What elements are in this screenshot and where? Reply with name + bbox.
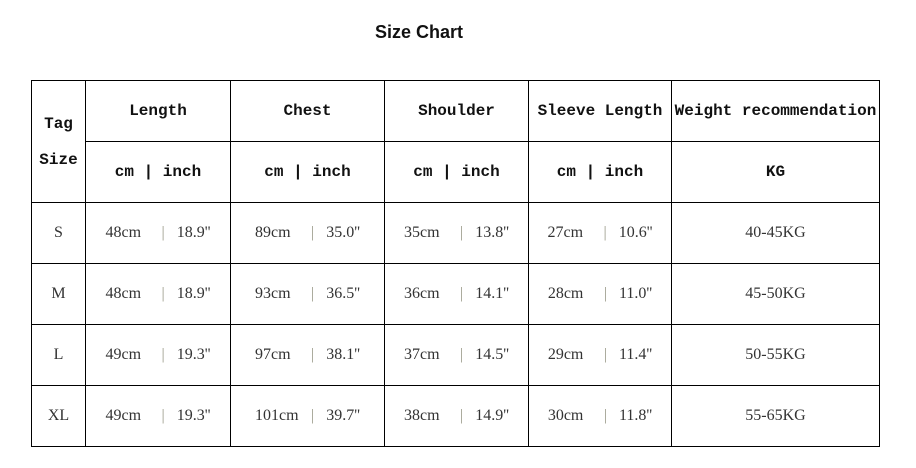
inch-value: 11.4'': [619, 346, 653, 363]
inch-value: 18.9'': [176, 285, 211, 302]
weight-cell: 55-65KG: [671, 385, 880, 447]
cm-value: 29cm: [547, 346, 584, 363]
measurement-cell: 37cm | 14.5'': [384, 324, 529, 386]
inch-value: 14.1'': [475, 285, 509, 302]
measurement-cell: 89cm | 35.0'': [230, 202, 385, 264]
divider: |: [311, 224, 315, 241]
size-cell: S: [31, 202, 86, 264]
divider: |: [603, 346, 608, 363]
inch-value: 19.3'': [176, 407, 211, 424]
inch-value: 18.9'': [176, 224, 211, 241]
measurement-cell: 48cm | 18.9'': [85, 202, 231, 264]
measurement-cell: 101cm | 39.7'': [230, 385, 385, 447]
inch-value: 14.9'': [475, 407, 509, 424]
divider: |: [161, 407, 165, 424]
unit-header: cm | inch: [384, 141, 529, 203]
inch-value: 38.1'': [326, 346, 360, 363]
inch-value: 13.8'': [475, 224, 509, 241]
measurement-cell: 28cm | 11.0'': [528, 263, 672, 325]
table-row: S 48cm | 18.9'' 89cm | 35.0'' 35cm | 13.8'' 27cm | 1…: [31, 202, 880, 264]
size-cell: L: [31, 324, 86, 386]
table-row: L 49cm | 19.3'' 97cm | 38.1'' 37cm | 14.5'' 29cm | 1…: [31, 324, 880, 386]
cm-value: 49cm: [105, 407, 142, 424]
measurement-cell: 97cm | 38.1'': [230, 324, 385, 386]
unit-header: KG: [671, 141, 880, 203]
unit-header: cm | inch: [230, 141, 385, 203]
cm-value: 89cm: [255, 224, 291, 241]
size-cell: M: [31, 263, 86, 325]
divider: |: [161, 285, 165, 302]
cm-value: 36cm: [404, 285, 440, 302]
divider: |: [460, 224, 464, 241]
cm-value: 38cm: [404, 407, 440, 424]
cm-value: 93cm: [255, 285, 291, 302]
divider: |: [161, 224, 165, 241]
divider: |: [161, 346, 165, 363]
measurement-cell: 49cm | 19.3'': [85, 385, 231, 447]
divider: |: [311, 285, 315, 302]
measurement-cell: 27cm | 10.6'': [528, 202, 672, 264]
inch-value: 10.6'': [618, 224, 653, 241]
measurement-cell: 49cm | 19.3'': [85, 324, 231, 386]
measurement-cell: 36cm | 14.1'': [384, 263, 529, 325]
col-header: Length: [85, 80, 231, 142]
size-cell: XL: [31, 385, 86, 447]
inch-value: 11.0'': [619, 285, 653, 302]
cm-value: 48cm: [105, 224, 142, 241]
tag-size-header: Tag Size: [31, 80, 86, 203]
measurement-cell: 38cm | 14.9'': [384, 385, 529, 447]
measurement-cell: 35cm | 13.8'': [384, 202, 529, 264]
inch-value: 36.5'': [326, 285, 360, 302]
divider: |: [460, 285, 464, 302]
divider: |: [311, 407, 315, 424]
col-header: Sleeve Length: [528, 80, 672, 142]
cm-value: 27cm: [547, 224, 584, 241]
unit-header: cm | inch: [85, 141, 231, 203]
col-header: Weight recommendation: [671, 80, 880, 142]
cm-value: 49cm: [105, 346, 142, 363]
measurement-cell: 29cm | 11.4'': [528, 324, 672, 386]
cm-value: 37cm: [404, 346, 440, 363]
size-chart-table: Tag Size Length Chest Shoulder Sleeve Len…: [31, 80, 880, 447]
cm-value: 28cm: [547, 285, 584, 302]
measurement-cell: 30cm | 11.8'': [528, 385, 672, 447]
weight-cell: 45-50KG: [671, 263, 880, 325]
divider: |: [460, 407, 464, 424]
inch-value: 35.0'': [326, 224, 360, 241]
cm-value: 48cm: [105, 285, 142, 302]
divider: |: [603, 224, 607, 241]
col-header: Chest: [230, 80, 385, 142]
cm-value: 35cm: [404, 224, 440, 241]
tag-label: Tag: [44, 114, 73, 133]
divider: |: [311, 346, 315, 363]
divider: |: [603, 285, 608, 302]
measurement-cell: 48cm | 18.9'': [85, 263, 231, 325]
cm-value: 97cm: [255, 346, 291, 363]
inch-value: 39.7'': [326, 407, 360, 424]
inch-value: 19.3'': [176, 346, 211, 363]
inch-value: 11.8'': [619, 407, 653, 424]
page-title: Size Chart: [374, 22, 464, 42]
cm-value: 101cm: [255, 407, 299, 424]
table-row: XL 49cm | 19.3'' 101cm | 39.7'' 38cm | 14.9'' 30cm…: [31, 385, 880, 447]
weight-cell: 40-45KG: [671, 202, 880, 264]
divider: |: [460, 346, 464, 363]
table-row: M 48cm | 18.9'' 93cm | 36.5'' 36cm | 14.1'' 28cm | 1…: [31, 263, 880, 325]
inch-value: 14.5'': [475, 346, 509, 363]
weight-cell: 50-55KG: [671, 324, 880, 386]
col-header: Shoulder: [384, 80, 529, 142]
cm-value: 30cm: [547, 407, 584, 424]
divider: |: [603, 407, 608, 424]
size-label: Size: [39, 150, 78, 169]
measurement-cell: 93cm | 36.5'': [230, 263, 385, 325]
unit-header: cm | inch: [528, 141, 672, 203]
